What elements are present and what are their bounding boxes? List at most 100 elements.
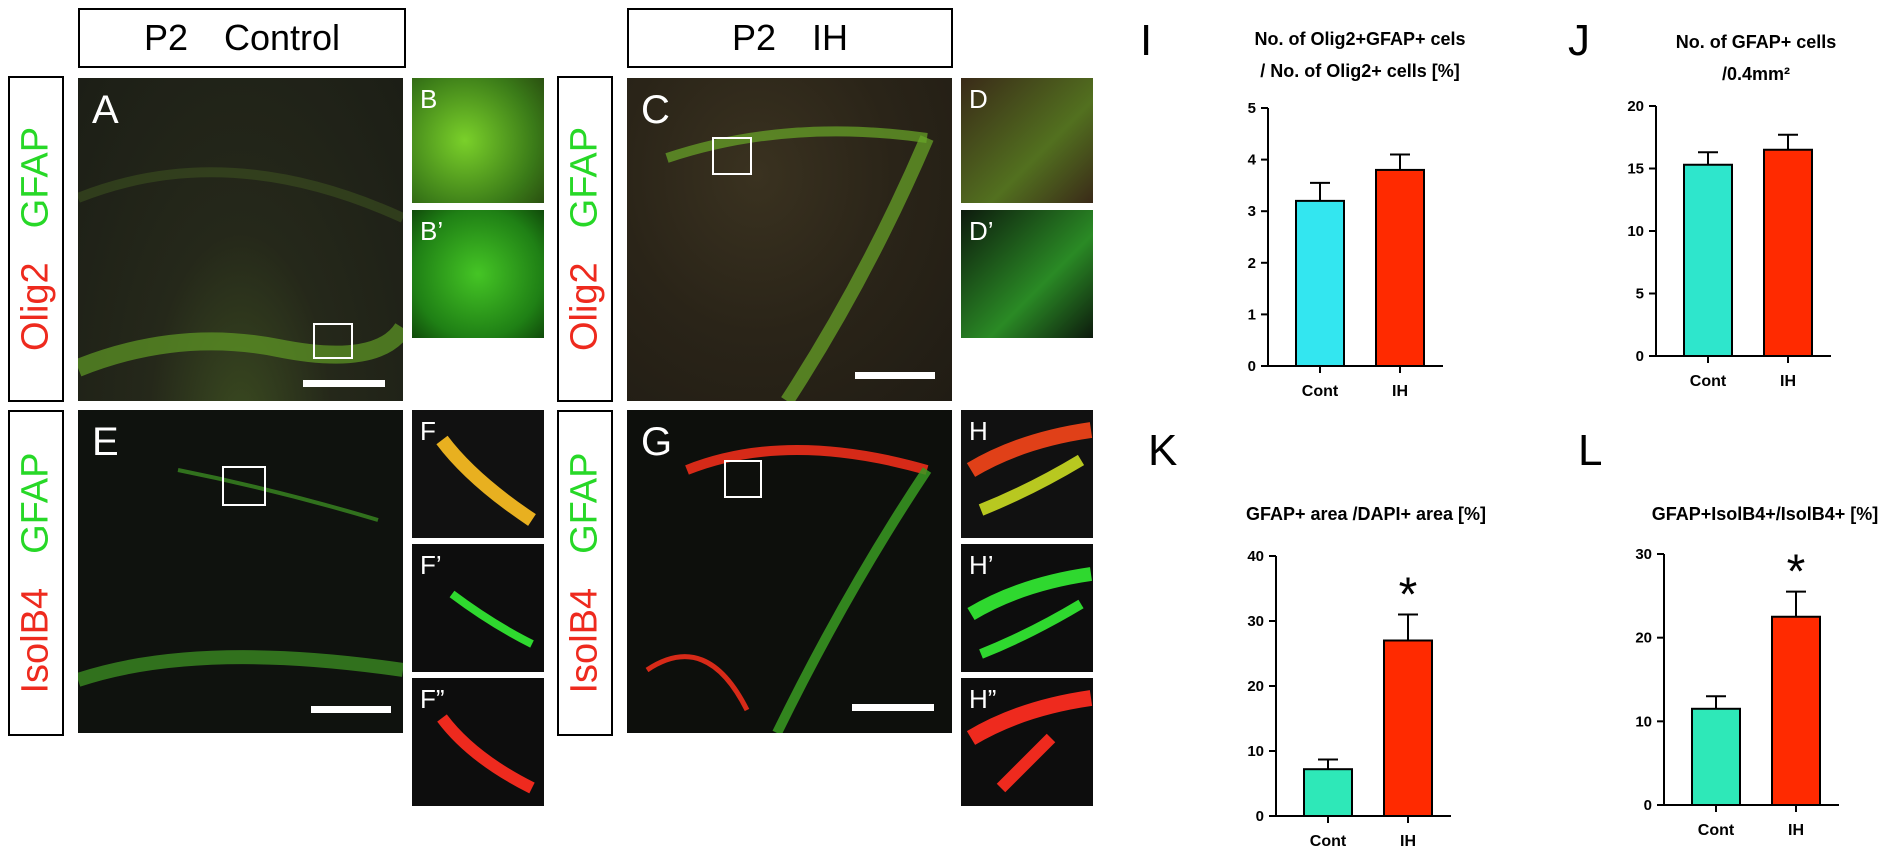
y-tick-label-k: 10 <box>1247 743 1264 760</box>
panel-label-g: G <box>641 420 673 464</box>
chart-title-j: /0.4mm² <box>1722 64 1790 84</box>
stain-label-ih-isolb4: IsolB4 GFAP <box>557 410 613 736</box>
y-tick-label-l: 10 <box>1635 713 1652 730</box>
micrograph-e: E <box>78 410 403 733</box>
stain-label-control-olig2: Olig2 GFAP <box>8 76 64 402</box>
bar-j-ih <box>1763 148 1813 357</box>
inset-b: B <box>412 78 544 203</box>
inset-h-prime: H’ <box>961 544 1093 672</box>
panel-label-f: F <box>420 416 436 446</box>
bar-l-ih <box>1771 615 1821 806</box>
y-tick-label-l: 30 <box>1635 546 1652 563</box>
y-tick-label-i: 1 <box>1248 306 1256 323</box>
chart-title-i: No. of Olig2+GFAP+ cels <box>1254 29 1465 49</box>
x-tick-label-i: IH <box>1392 383 1408 400</box>
y-tick-label-i: 2 <box>1248 255 1256 272</box>
scale-bar-c <box>855 372 935 379</box>
panel-label-d: D <box>969 84 988 114</box>
stain-label-control-isolb4: IsolB4 GFAP <box>8 410 64 736</box>
chart-panel-label-j: J <box>1568 16 1590 65</box>
y-tick-label-j: 0 <box>1636 348 1644 365</box>
micrograph-c-texture <box>665 126 934 401</box>
panel-label-c: C <box>641 88 670 132</box>
inset-d-prime: D’ <box>961 210 1093 338</box>
bar-i-cont <box>1295 199 1345 367</box>
micrograph-e-texture <box>78 468 403 687</box>
header-ih: P2 IH <box>627 8 953 68</box>
scale-bar-e <box>311 706 391 713</box>
x-tick-label-j: IH <box>1780 373 1796 390</box>
panel-label-e: E <box>92 420 119 464</box>
x-tick-label-i: Cont <box>1302 383 1339 400</box>
panel-label-h-double-prime: H” <box>969 684 997 714</box>
panel-label-b-prime: B’ <box>420 216 444 246</box>
micrograph-a: A <box>78 78 403 401</box>
inset-d: D <box>961 78 1093 203</box>
y-tick-label-k: 20 <box>1247 678 1264 695</box>
inset-h-double-prime-texture <box>966 690 1093 793</box>
y-tick-label-k: 0 <box>1256 808 1264 825</box>
y-tick-label-j: 20 <box>1627 98 1644 115</box>
header-control-group: Control <box>223 17 341 58</box>
inset-h-texture <box>966 422 1093 516</box>
roi-box-c <box>712 137 752 175</box>
header-control-age: P2 <box>143 17 188 58</box>
y-tick-label-k: 40 <box>1247 548 1264 565</box>
inset-h: H <box>961 410 1093 538</box>
inset-f: F <box>412 410 544 538</box>
y-tick-label-i: 3 <box>1248 203 1256 220</box>
micrograph-a-texture <box>78 167 403 377</box>
bar-l-cont <box>1691 707 1741 806</box>
inset-f-prime: F’ <box>412 544 544 672</box>
scale-bar-g <box>852 704 934 711</box>
inset-f-double-prime-texture <box>437 714 535 794</box>
x-tick-label-l: Cont <box>1698 822 1735 839</box>
panel-label-f-prime: F’ <box>420 550 442 580</box>
micrograph-g-texture <box>645 445 932 733</box>
y-tick-label-k: 30 <box>1247 613 1264 630</box>
y-tick-label-l: 0 <box>1644 797 1652 814</box>
inset-f-texture <box>436 435 536 526</box>
y-tick-label-j: 15 <box>1627 161 1644 178</box>
inset-f-prime-texture <box>449 590 534 648</box>
y-tick-label-i: 4 <box>1248 152 1257 169</box>
x-tick-label-j: Cont <box>1690 373 1727 390</box>
panel-label-d-prime: D’ <box>969 216 994 246</box>
panel-label-h-prime: H’ <box>969 550 994 580</box>
roi-box-e <box>222 466 266 506</box>
x-tick-label-k: IH <box>1400 833 1416 850</box>
inset-f-double-prime: F” <box>412 678 544 806</box>
panel-label-b: B <box>420 84 438 114</box>
inset-h-prime-texture <box>967 567 1092 659</box>
micrograph-g: G <box>627 410 952 733</box>
inset-b-prime: B’ <box>412 210 544 338</box>
x-tick-label-l: IH <box>1788 822 1804 839</box>
roi-box-g <box>724 460 762 498</box>
bar-k-cont <box>1303 768 1353 818</box>
bar-i-ih <box>1375 168 1425 367</box>
bar-k-ih <box>1383 639 1433 817</box>
scale-bar-a <box>303 380 385 387</box>
panel-label-a: A <box>92 88 119 132</box>
chart-title-j: No. of GFAP+ cells <box>1676 32 1837 52</box>
bar-j-cont <box>1683 163 1733 357</box>
chart-title-i: / No. of Olig2+ cells [%] <box>1260 61 1460 81</box>
chart-title-k: GFAP+ area /DAPI+ area [%] <box>1246 504 1486 524</box>
significance-marker-l: * <box>1787 546 1806 599</box>
y-tick-label-i: 5 <box>1248 100 1256 117</box>
inset-h-double-prime: H” <box>961 678 1093 806</box>
panel-label-h: H <box>969 416 988 446</box>
stain-label-ih-olig2: Olig2 GFAP <box>557 76 613 402</box>
y-tick-label-j: 10 <box>1627 223 1644 240</box>
chart-panel-label-i: I <box>1140 16 1152 65</box>
chart-panel-label-l: L <box>1578 426 1602 475</box>
header-ih-group: IH <box>812 17 849 58</box>
micrograph-c: C <box>627 78 952 401</box>
significance-marker-k: * <box>1399 569 1418 622</box>
y-tick-label-l: 20 <box>1635 630 1652 647</box>
x-tick-label-k: Cont <box>1310 833 1347 850</box>
header-ih-age: P2 <box>731 17 777 58</box>
y-tick-label-j: 5 <box>1636 286 1644 303</box>
header-control: P2 Control <box>78 8 406 68</box>
